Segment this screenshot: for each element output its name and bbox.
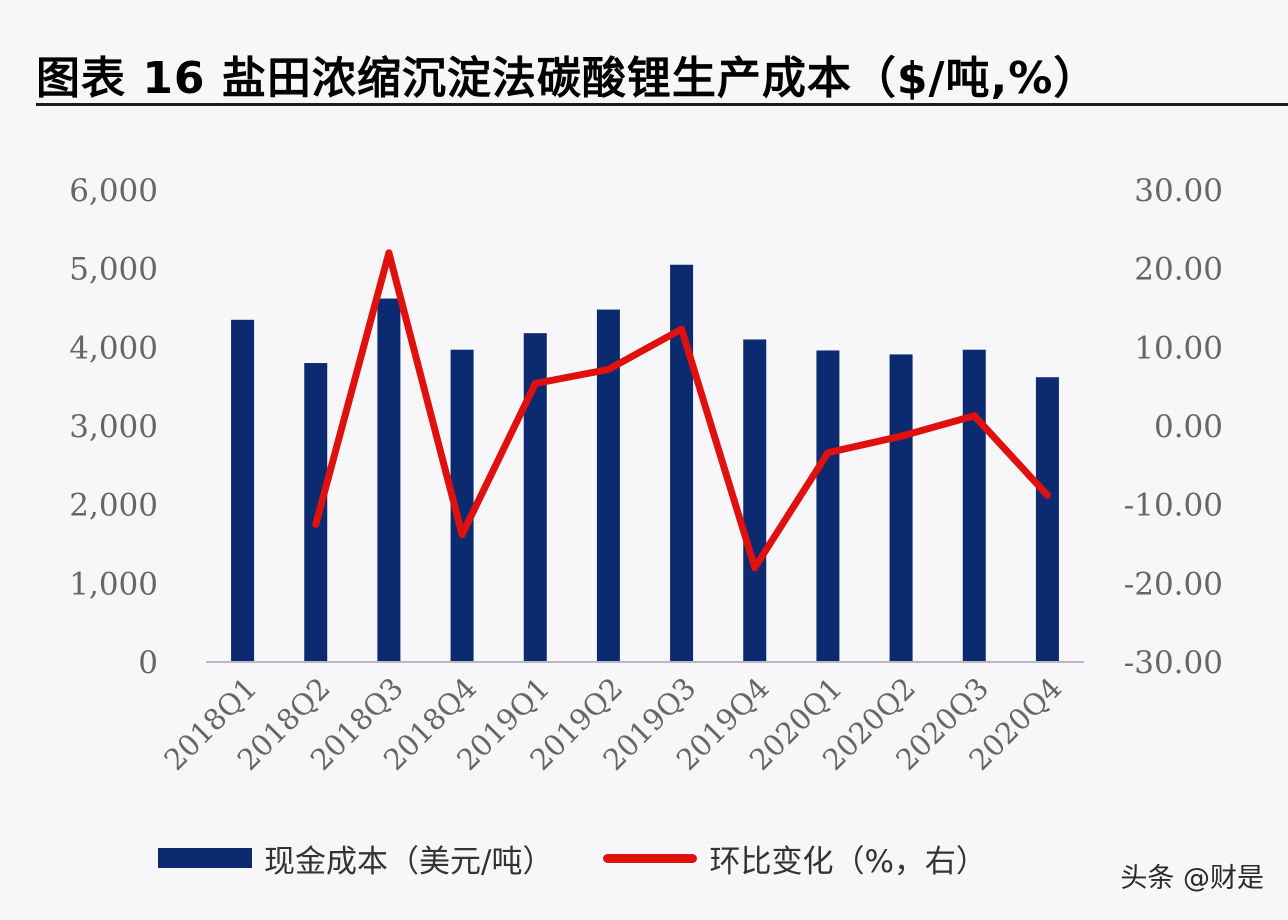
bar — [670, 264, 694, 662]
y-left-tick-label: 6,000 — [69, 173, 158, 209]
y-right-tick-label: -20.00 — [1124, 566, 1223, 602]
bar — [377, 298, 401, 662]
y-right-tick-label: 20.00 — [1134, 252, 1223, 288]
line-point — [897, 432, 905, 440]
y-right-tick-label: 0.00 — [1154, 409, 1223, 445]
legend-item-qoq-change: 环比变化（%，右） — [553, 836, 987, 881]
legend-line-label: 环比变化（%，右） — [709, 843, 987, 880]
line-point — [1043, 491, 1051, 499]
y-left-tick-label: 5,000 — [69, 252, 158, 288]
y-left-tick-label: 0 — [138, 645, 158, 681]
legend-line-swatch — [603, 853, 698, 863]
y-right-tick-label: 10.00 — [1134, 330, 1223, 366]
bar — [596, 309, 620, 662]
y-left-tick-label: 1,000 — [69, 566, 158, 602]
bar — [743, 339, 767, 662]
y-right-tick-label: -30.00 — [1124, 645, 1223, 681]
line-point — [385, 249, 393, 257]
bar — [450, 349, 474, 662]
watermark: 头条 @财是 — [1120, 863, 1264, 894]
line-point — [312, 520, 320, 528]
line-point — [531, 380, 539, 388]
line-point — [458, 531, 466, 539]
y-right-tick-label: 30.00 — [1134, 173, 1223, 209]
y-left-tick-label: 2,000 — [69, 488, 158, 524]
y-left-tick-label: 3,000 — [69, 409, 158, 445]
title-divider — [36, 103, 1288, 106]
legend-bar-swatch — [158, 848, 252, 868]
bar — [231, 319, 255, 662]
bar — [889, 354, 913, 662]
bar — [816, 350, 840, 662]
chart-title: 图表 16 盐田浓缩沉淀法碳酸锂生产成本（$/吨,%） — [36, 53, 1099, 104]
bar — [523, 333, 547, 662]
line-point — [604, 365, 612, 373]
chart-legend: 现金成本（美元/吨） 环比变化（%，右） — [158, 836, 987, 880]
line-point — [824, 449, 832, 457]
line-point — [751, 564, 759, 572]
y-right-tick-label: -10.00 — [1124, 488, 1223, 524]
legend-bar-label: 现金成本（美元/吨） — [264, 843, 554, 880]
line-point — [970, 412, 978, 420]
bar — [962, 349, 986, 662]
line-point — [678, 325, 686, 333]
legend-item-cash-cost: 现金成本（美元/吨） — [158, 836, 553, 881]
y-left-tick-label: 4,000 — [69, 330, 158, 366]
bar — [1035, 377, 1059, 662]
